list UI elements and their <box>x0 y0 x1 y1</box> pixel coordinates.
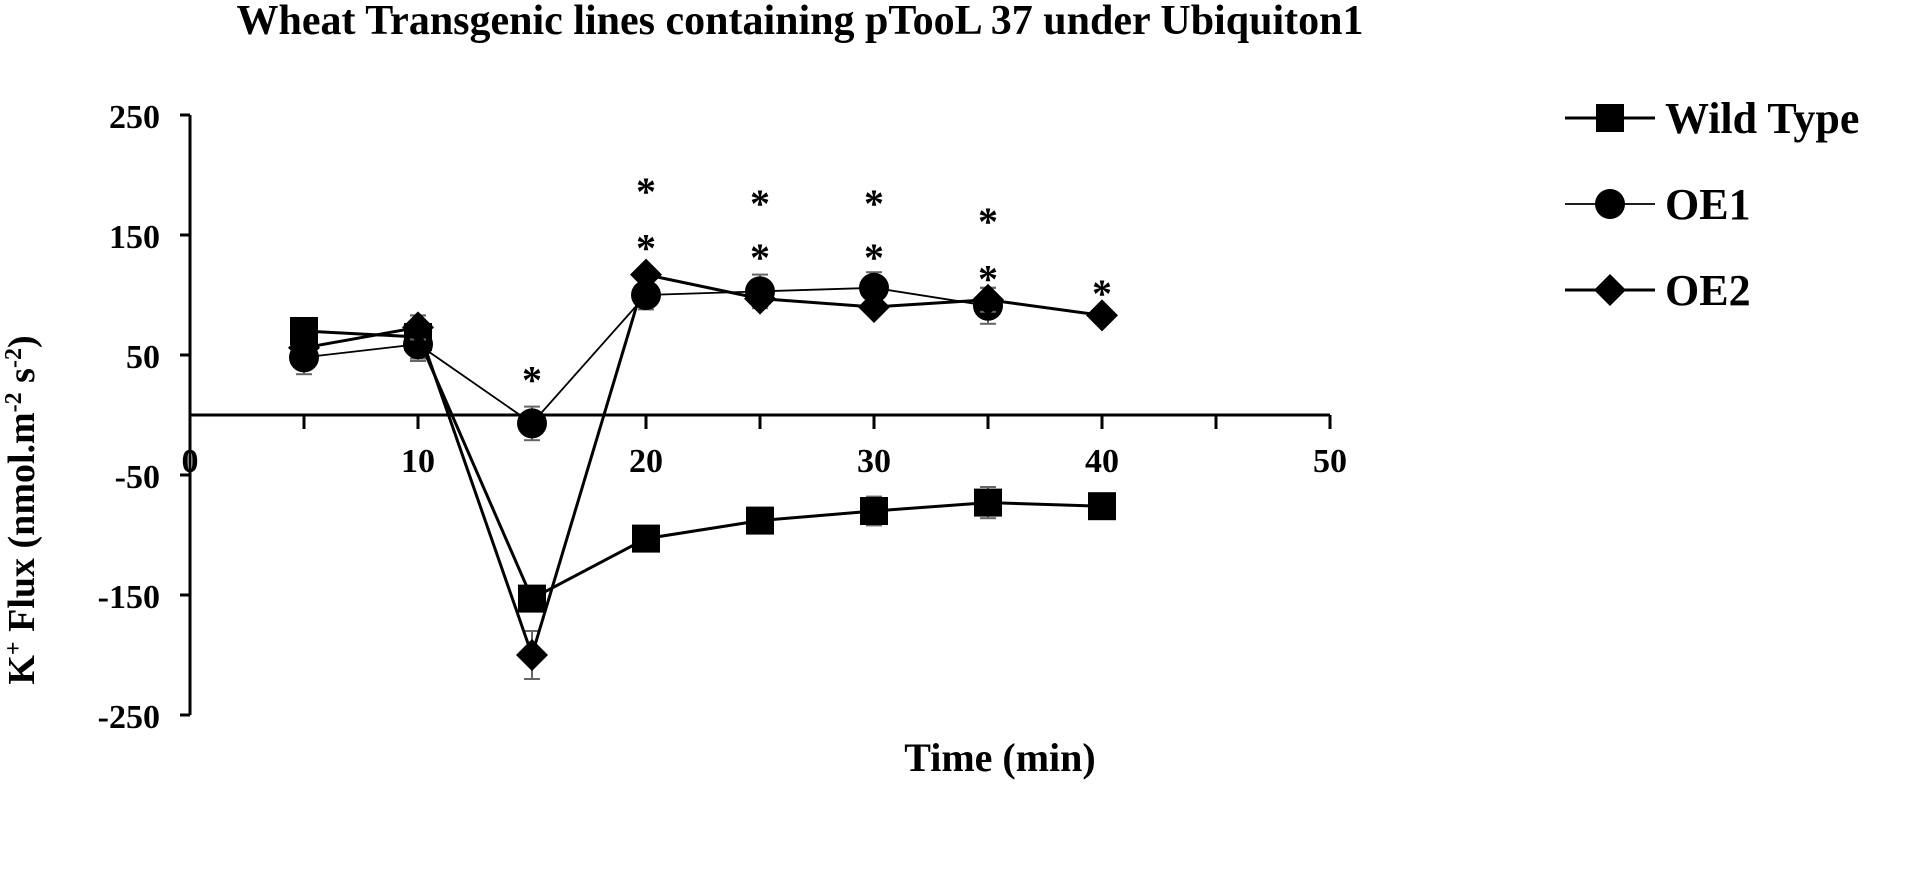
x-tick-label: 50 <box>1313 443 1347 480</box>
significance-mark: * <box>978 199 998 244</box>
data-point <box>859 272 889 303</box>
y-tick-label: -50 <box>115 459 160 496</box>
data-point <box>630 258 662 291</box>
legend-marker-square <box>1596 104 1624 132</box>
y-tick-label: 50 <box>126 339 160 376</box>
x-axis-label: Time (min) <box>904 735 1095 780</box>
legend-label: OE2 <box>1665 266 1751 315</box>
significance-mark: * <box>636 225 656 270</box>
significance-mark: * <box>750 235 770 280</box>
y-tick-label: 250 <box>109 99 160 136</box>
legend-label: OE1 <box>1665 180 1751 229</box>
series-layer <box>288 258 1118 680</box>
x-tick-label: 40 <box>1085 443 1119 480</box>
x-tick-label: 30 <box>857 443 891 480</box>
legend-label: Wild Type <box>1665 94 1859 143</box>
significance-mark: * <box>522 357 542 402</box>
x-tick-label: 0 <box>182 443 199 480</box>
significance-mark: * <box>978 257 998 302</box>
data-point <box>744 282 776 315</box>
data-point <box>632 524 660 553</box>
legend-marker-diamond <box>1594 274 1626 306</box>
significance-mark: * <box>636 169 656 214</box>
significance-mark: * <box>750 181 770 226</box>
y-tick-label: 150 <box>109 219 160 256</box>
data-point <box>1086 299 1118 332</box>
data-point <box>974 488 1002 517</box>
legend: Wild Type OE1 OE2 <box>1565 94 1859 315</box>
data-point <box>288 331 320 364</box>
axes: 250 150 50 -50 -150 -250 0 10 20 30 40 50 <box>98 99 1347 736</box>
series-line <box>303 272 1103 660</box>
series-diamond <box>288 258 1118 680</box>
significance-mark: * <box>864 235 884 280</box>
y-tick-label: -150 <box>98 579 160 616</box>
data-point <box>518 584 546 613</box>
x-tick-label: 20 <box>629 443 663 480</box>
legend-marker-circle <box>1595 189 1625 219</box>
data-point <box>860 497 888 525</box>
data-point <box>746 506 774 535</box>
x-tick-label: 10 <box>401 443 435 480</box>
significance-mark: * <box>864 181 884 226</box>
chart-title: Wheat Transgenic lines containing pTooL … <box>237 0 1364 44</box>
data-point <box>402 311 434 344</box>
data-point <box>516 639 548 671</box>
data-point <box>1088 492 1116 521</box>
data-point <box>858 291 890 323</box>
y-axis-label: K+ Flux (nmol.m-2 s-2) <box>1 335 43 684</box>
annotations: * * * * * * * * * * <box>522 169 1112 402</box>
data-point <box>517 408 547 439</box>
significance-mark: * <box>1092 271 1112 316</box>
data-point <box>972 283 1004 316</box>
y-tick-label: -250 <box>98 699 160 736</box>
